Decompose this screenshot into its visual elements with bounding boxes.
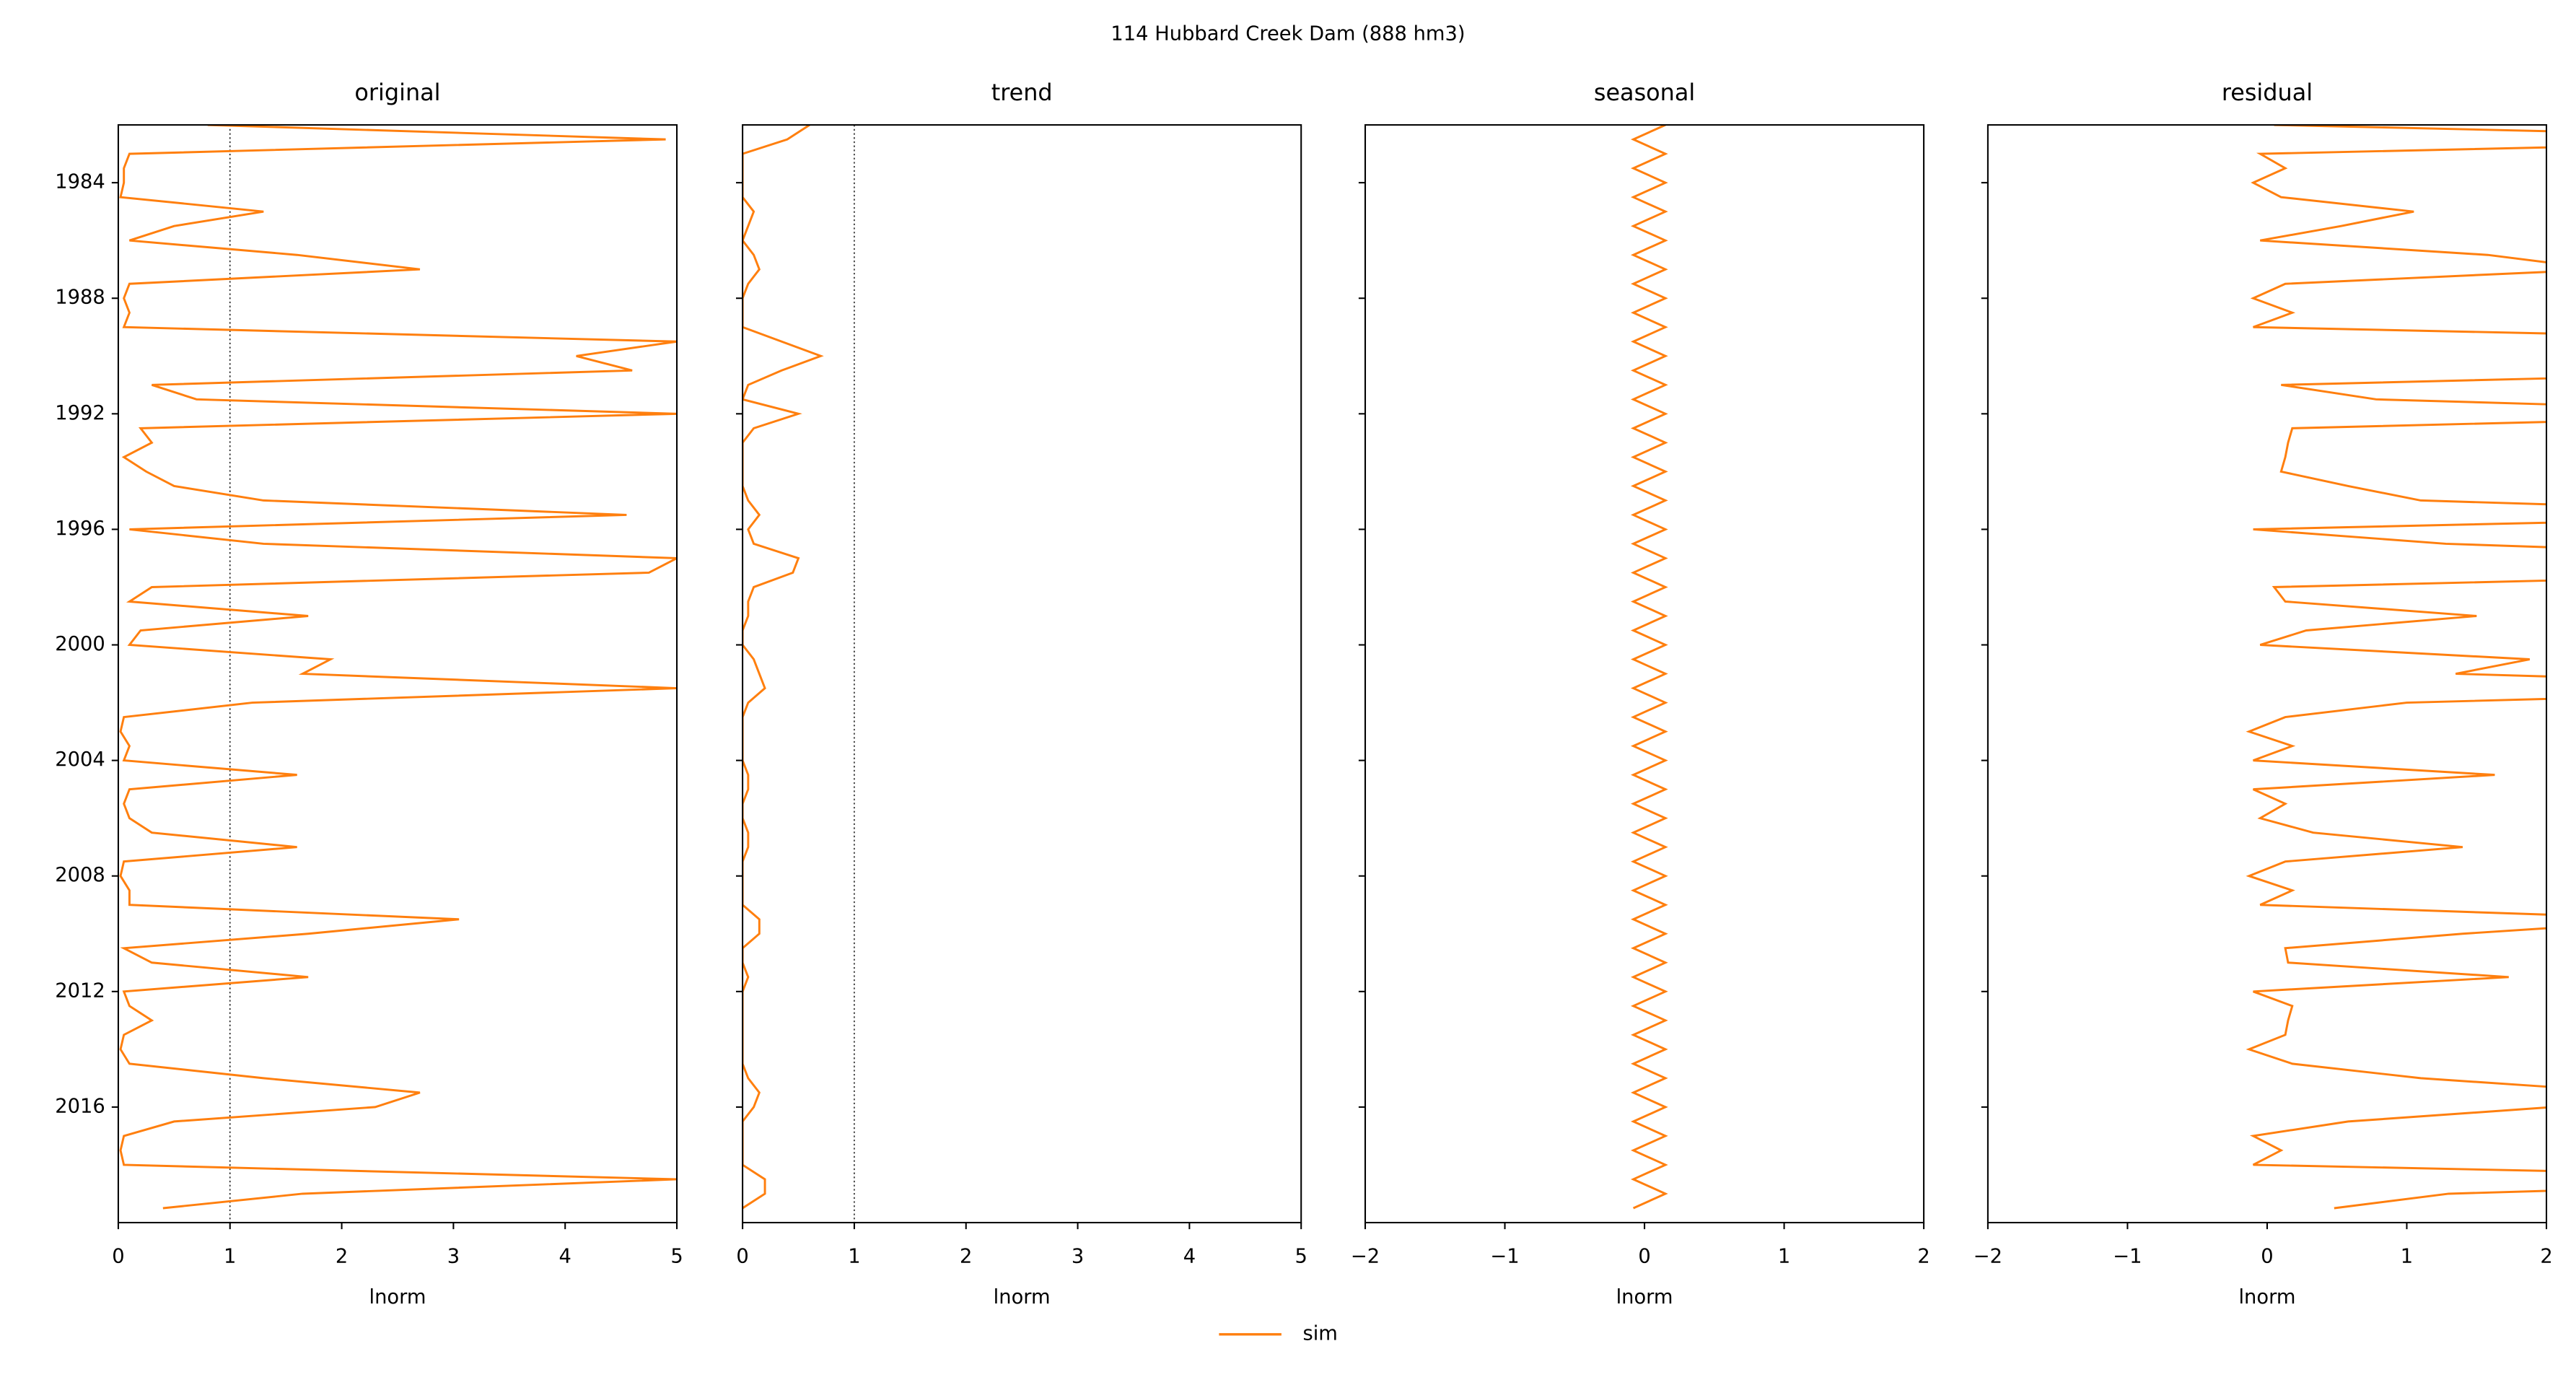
y-tick-label: 2016 — [55, 1095, 105, 1117]
x-tick-label: 1 — [224, 1245, 236, 1267]
x-axis-label: lnorm — [2238, 1286, 2295, 1308]
x-tick-label: 5 — [1295, 1245, 1307, 1267]
x-tick-label: 2 — [960, 1245, 972, 1267]
x-tick-label: 4 — [559, 1245, 571, 1267]
y-tick-label: 1984 — [55, 171, 105, 193]
y-tick-label: 2012 — [55, 979, 105, 1002]
x-tick-label: 0 — [736, 1245, 748, 1267]
y-tick-label: 1988 — [55, 287, 105, 309]
axes-frame — [742, 124, 1302, 1224]
x-tick-label: 4 — [1183, 1245, 1196, 1267]
x-axis-label: lnorm — [994, 1286, 1051, 1308]
axes-title: seasonal — [1594, 79, 1695, 106]
x-axis-label: lnorm — [1616, 1286, 1673, 1308]
x-tick-label: 3 — [1072, 1245, 1084, 1267]
y-tick-label: 1996 — [55, 517, 105, 540]
plot-area — [2246, 125, 2547, 1210]
x-tick-label: −1 — [1490, 1245, 1519, 1267]
x-axis-label: lnorm — [369, 1286, 426, 1308]
figure-title: 114 Hubbard Creek Dam (888 hm3) — [1110, 22, 1465, 45]
axes-frame — [117, 124, 678, 1224]
x-tick-label: −2 — [1973, 1245, 2002, 1267]
plot-area — [119, 125, 678, 1223]
axes-title: residual — [2222, 79, 2313, 106]
axes-title: trend — [991, 79, 1053, 106]
x-tick-label: 1 — [848, 1245, 860, 1267]
y-tick-label: 1992 — [55, 402, 105, 424]
axes-title: original — [354, 79, 440, 106]
x-tick-label: 0 — [1638, 1245, 1650, 1267]
series-line — [1630, 125, 1668, 1210]
x-tick-label: −2 — [1351, 1245, 1380, 1267]
y-tick-label: 2008 — [55, 864, 105, 886]
plot-area — [1630, 125, 1668, 1210]
y-tick-label: 2000 — [55, 633, 105, 655]
x-tick-label: 0 — [2261, 1245, 2273, 1267]
x-tick-label: 0 — [112, 1245, 124, 1267]
x-tick-label: −1 — [2113, 1245, 2142, 1267]
series-line — [119, 125, 678, 1210]
legend-label: sim — [1302, 1322, 1337, 1345]
x-tick-label: 2 — [336, 1245, 348, 1267]
series-line — [742, 125, 824, 1210]
x-tick-label: 1 — [1778, 1245, 1790, 1267]
series-line — [2246, 125, 2547, 1210]
x-tick-label: 2 — [1917, 1245, 1929, 1267]
x-tick-label: 2 — [2540, 1245, 2552, 1267]
plot-area — [742, 125, 855, 1223]
x-tick-label: 3 — [447, 1245, 460, 1267]
x-tick-label: 5 — [670, 1245, 683, 1267]
y-tick-label: 2004 — [55, 748, 105, 771]
x-tick-label: 1 — [2401, 1245, 2413, 1267]
